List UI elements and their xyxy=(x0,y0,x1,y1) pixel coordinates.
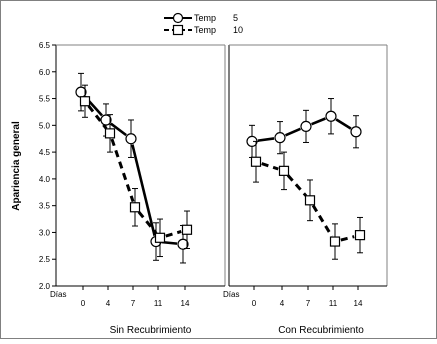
legend-marker-circle xyxy=(172,12,184,24)
panel-axes: Días 0 4 7 11 14 Con Recubrimiento xyxy=(223,44,388,336)
series-line-segment xyxy=(87,105,108,130)
data-point-square xyxy=(104,128,116,139)
data-point-circle xyxy=(325,110,337,122)
x-tick-label: 11 xyxy=(154,299,163,308)
x-tick-label: 7 xyxy=(131,299,136,308)
data-point-square xyxy=(304,195,316,206)
x-tick-label: 4 xyxy=(106,299,111,308)
data-point-square xyxy=(250,156,262,167)
x-tick-label: 0 xyxy=(81,299,86,308)
legend-label: Temp xyxy=(194,13,216,23)
series-temp-10 xyxy=(250,140,366,260)
legend-value: 5 xyxy=(233,13,238,23)
legend-label: Temp xyxy=(194,25,216,35)
legend-value: 10 xyxy=(233,25,243,35)
panel-label: Sin Recubrimiento xyxy=(110,325,192,336)
series-temp-10 xyxy=(79,84,193,258)
x-tick-label: 4 xyxy=(280,299,285,308)
data-point-square xyxy=(129,202,141,213)
y-tick-label: 2.5 xyxy=(39,255,51,264)
x-axis-title: Días xyxy=(50,290,66,299)
series-temp-5 xyxy=(246,98,362,158)
series-line-segment xyxy=(261,162,279,171)
x-tick-label: 7 xyxy=(306,299,311,308)
x-tick-label: 0 xyxy=(252,299,257,308)
data-point-circle xyxy=(300,120,312,133)
data-point-square xyxy=(79,96,91,107)
panel-label: Con Recubrimiento xyxy=(278,325,364,336)
series-line-segment xyxy=(131,144,156,237)
series-line-segment xyxy=(110,122,127,137)
y-tick-label: 4.5 xyxy=(39,148,51,157)
y-tick-label: 3.5 xyxy=(39,202,51,211)
series-line-segment xyxy=(340,235,355,242)
data-point-square xyxy=(354,230,366,241)
series-line-segment xyxy=(335,118,352,130)
series-line-segment xyxy=(165,230,182,238)
y-tick-label: 3.0 xyxy=(39,228,51,237)
y-axis-title: Apariencia general xyxy=(11,121,22,211)
y-tick-label: 5.5 xyxy=(39,95,51,104)
legend-item-temp-10: Temp 10 xyxy=(164,24,243,36)
data-point-circle xyxy=(125,133,137,145)
legend-marker-square xyxy=(172,24,184,36)
y-tick-label: 6.0 xyxy=(39,68,51,77)
y-tick-label: 6.5 xyxy=(39,41,51,50)
legend: Temp 5 Temp 10 xyxy=(164,12,243,36)
axes-layer: 2.0 2.5 3.0 3.5 4.0 4.5 5.0 5.5 6.0 6.5 Días 0 4 7 11 1… xyxy=(39,41,388,336)
series-line-segment xyxy=(311,117,326,126)
x-axis-title: Días xyxy=(223,290,239,299)
series-layer xyxy=(75,72,366,264)
data-point-square xyxy=(329,236,341,247)
x-tick-label: 11 xyxy=(329,299,338,308)
data-point-square xyxy=(154,232,166,243)
data-point-square xyxy=(181,224,193,235)
y-tick-label: 5.0 xyxy=(39,121,51,130)
y-tick-label: 2.0 xyxy=(39,282,51,291)
y-tick-label: 4.0 xyxy=(39,175,51,184)
data-point-square xyxy=(278,165,290,176)
series-line-segment xyxy=(286,174,308,197)
series-line-segment xyxy=(311,204,334,238)
series-line-segment xyxy=(284,127,302,137)
x-tick-label: 14 xyxy=(181,299,190,308)
series-line-segment xyxy=(257,137,275,142)
data-point-circle xyxy=(177,238,189,250)
data-point-circle xyxy=(350,126,362,138)
x-tick-label: 14 xyxy=(354,299,363,308)
legend-item-temp-5: Temp 5 xyxy=(164,12,238,24)
data-point-circle xyxy=(274,132,286,144)
series-temp-5 xyxy=(75,72,189,264)
series-line-segment xyxy=(137,210,158,235)
panel-axes: Días 0 4 7 11 14 Sin Recubrimiento xyxy=(50,44,226,336)
